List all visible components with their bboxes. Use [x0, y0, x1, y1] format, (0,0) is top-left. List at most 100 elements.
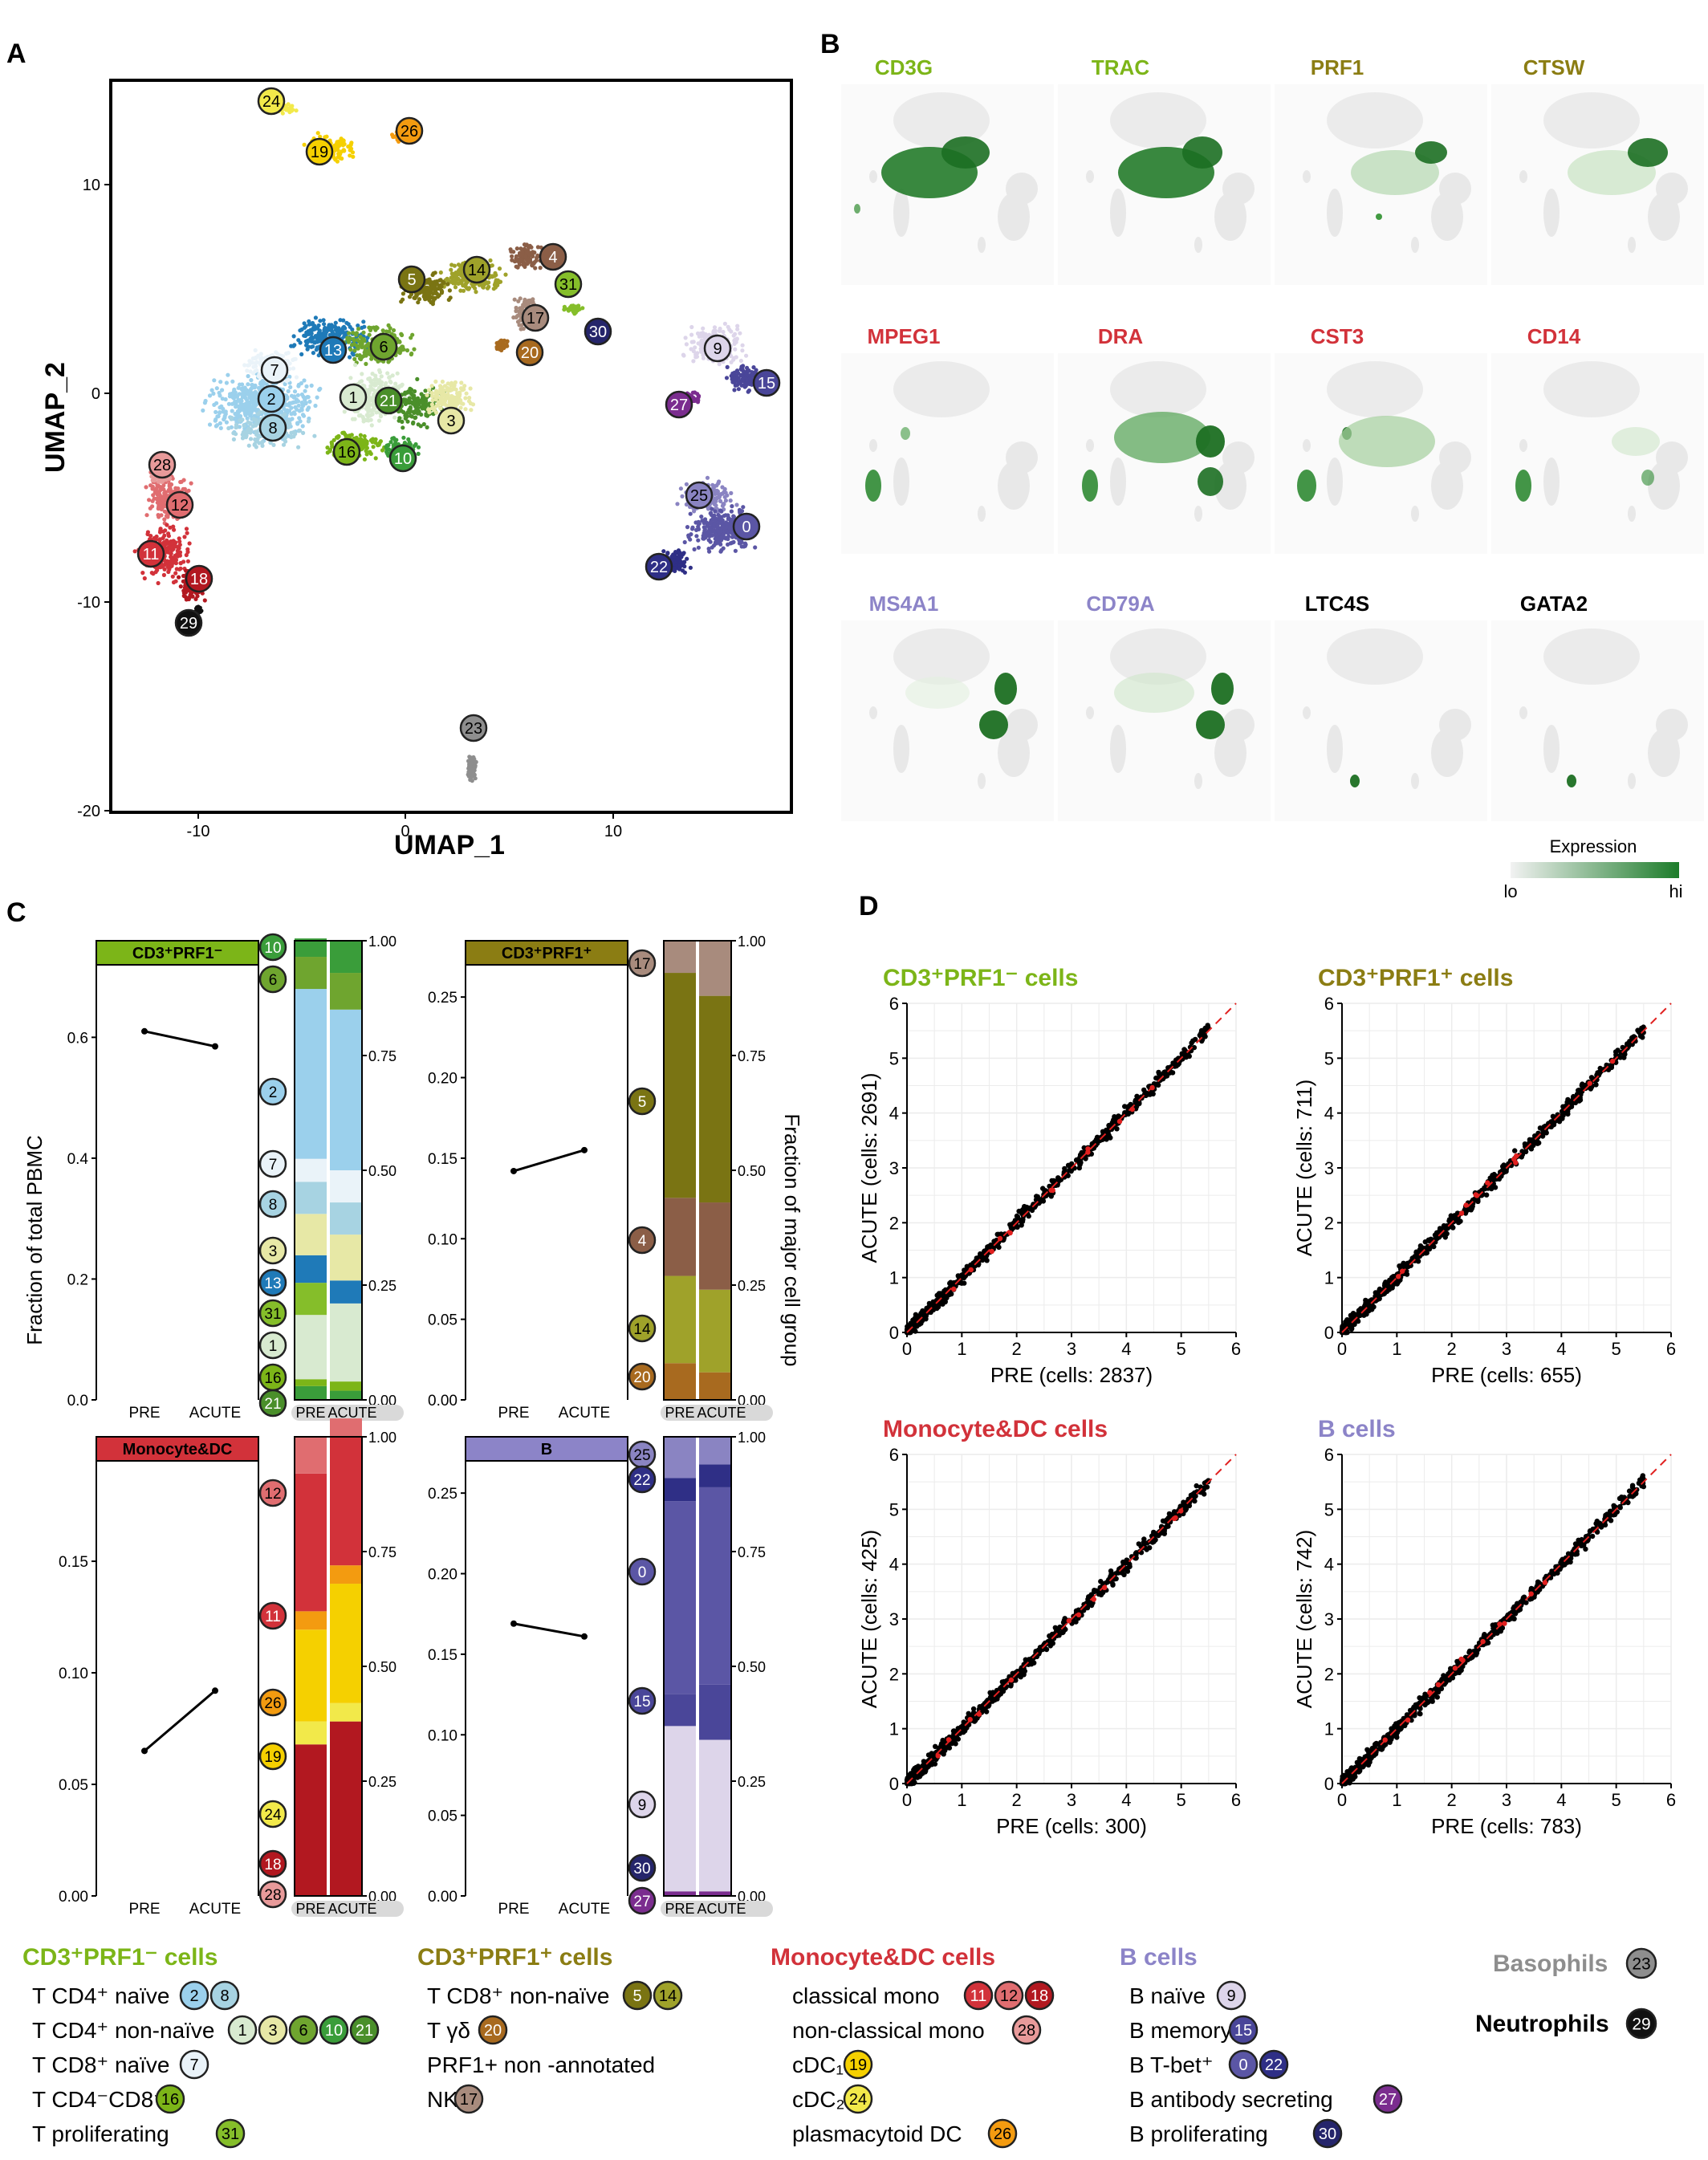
umap-point — [395, 371, 400, 376]
umap-point — [705, 523, 710, 528]
umap-point — [356, 323, 360, 328]
c-ytick: 0.05 — [59, 1777, 88, 1794]
c-bar-tick: 0.25 — [368, 1774, 396, 1790]
feature-expression-blob — [1196, 710, 1225, 739]
cluster-badge-number: 18 — [264, 1857, 281, 1873]
umap-point — [295, 393, 300, 397]
umap-point — [733, 347, 738, 352]
umap-point — [306, 419, 311, 424]
cluster-badge-number: 22 — [650, 559, 668, 576]
umap-point — [212, 378, 217, 383]
umap-point — [154, 534, 159, 539]
umap-point — [673, 550, 678, 555]
c-bar-tick: 0.50 — [738, 1659, 766, 1675]
umap-point — [316, 323, 321, 328]
cluster-badge-number: 24 — [262, 93, 280, 111]
c-bar-segment — [295, 1629, 327, 1722]
umap-point — [358, 433, 363, 437]
umap-point — [178, 479, 183, 485]
umap-point — [736, 387, 742, 392]
feature-shape — [1628, 237, 1636, 253]
c-point-pre — [141, 1027, 148, 1035]
umap-point — [167, 487, 173, 492]
umap-point — [734, 502, 739, 507]
c-ytick: 0.20 — [428, 1071, 458, 1088]
umap-point — [366, 394, 371, 399]
umap-point — [290, 401, 295, 405]
feature-shape — [1656, 173, 1688, 205]
umap-point — [308, 332, 313, 336]
c-bar-segment — [699, 995, 731, 1203]
umap-point — [380, 328, 385, 333]
umap-point — [246, 427, 251, 432]
umap-point — [437, 384, 443, 388]
umap-point — [315, 395, 319, 400]
c-bar-segment — [699, 1684, 731, 1740]
umap-point — [753, 545, 758, 550]
umap-point — [285, 397, 290, 401]
gene-title: GATA2 — [1520, 592, 1588, 616]
umap-point — [299, 352, 304, 356]
cluster-badge-number: 0 — [638, 1564, 647, 1581]
umap-point — [705, 475, 710, 480]
umap-point — [433, 279, 437, 284]
umap-point — [360, 440, 364, 445]
feature-expression-blob — [1339, 416, 1435, 467]
c-bar-tick: 0.75 — [738, 1048, 766, 1064]
umap-point — [162, 517, 167, 522]
cluster-badge-number: 29 — [180, 615, 197, 633]
cluster-badge: 20 — [628, 1362, 657, 1391]
c-bar-segment — [295, 1255, 327, 1283]
umap-point — [699, 515, 704, 519]
umap-point — [438, 278, 443, 283]
umap-point — [348, 376, 353, 380]
umap-point — [243, 413, 248, 417]
umap-point — [249, 378, 254, 383]
umap-point — [246, 374, 250, 379]
umap-point — [721, 329, 726, 335]
umap-point — [223, 409, 228, 414]
umap-point — [280, 111, 285, 116]
umap-point — [738, 367, 743, 372]
umap-point — [289, 435, 294, 440]
d-ytick: 5 — [889, 1048, 899, 1068]
c-bar-segment — [330, 1280, 362, 1304]
feature-expression-blob — [1211, 673, 1234, 705]
umap-point — [360, 342, 364, 347]
umap-point — [281, 442, 287, 447]
umap-point — [515, 319, 521, 324]
umap-point — [226, 401, 231, 406]
umap-point — [409, 352, 413, 357]
feature-shape — [893, 628, 990, 685]
feature-shape — [1086, 439, 1094, 452]
umap-point — [364, 361, 368, 366]
umap-point — [348, 347, 353, 352]
umap-point — [201, 408, 205, 413]
umap-point — [746, 381, 751, 386]
d-xlabel: PRE (cells: 2837) — [990, 1363, 1153, 1387]
feature-shape — [1543, 628, 1640, 685]
umap-point — [725, 364, 730, 369]
umap-point — [284, 351, 289, 356]
umap-point — [248, 409, 253, 415]
umap-point — [433, 379, 438, 384]
cluster-badge-number: 20 — [521, 344, 539, 362]
d-xtick: 6 — [1231, 1339, 1241, 1359]
umap-point — [231, 437, 236, 442]
cluster-badge-number: 12 — [171, 497, 189, 515]
umap-point — [573, 309, 578, 314]
umap-point — [252, 442, 257, 447]
umap-point — [401, 435, 406, 440]
umap-point — [221, 406, 226, 412]
umap-point — [712, 487, 717, 492]
umap-point — [248, 437, 254, 441]
umap-point — [413, 408, 418, 413]
umap-point — [212, 402, 217, 407]
umap-point — [296, 445, 301, 449]
cluster-badge-number: 16 — [338, 444, 356, 462]
feature-shape — [1327, 361, 1423, 417]
umap-point — [445, 282, 450, 287]
umap-point — [154, 486, 159, 491]
umap-point — [689, 532, 693, 537]
cluster-badge: 15 — [752, 368, 781, 397]
